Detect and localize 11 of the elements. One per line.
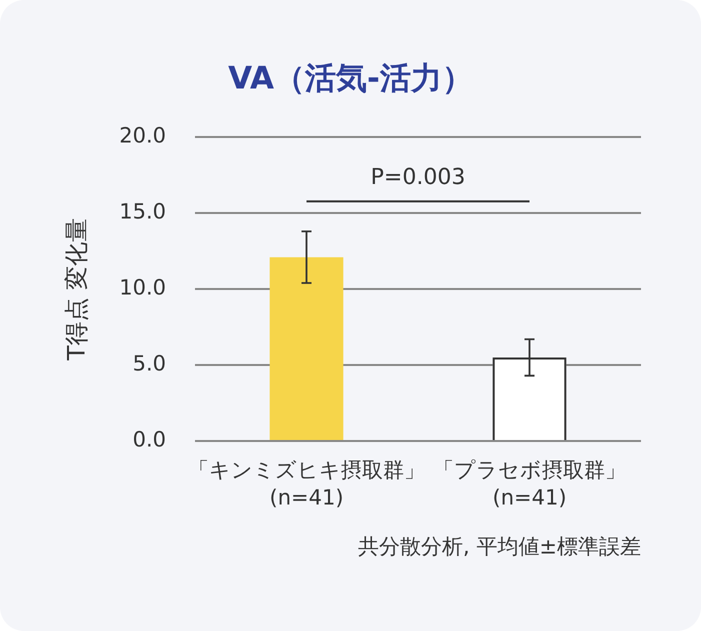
x-tick-label: 「プラセボ摂取群」 (n=41) [433, 458, 626, 510]
y-axis-title: T得点 変化量 [62, 218, 91, 362]
y-tick-label: 0.0 [132, 427, 166, 452]
y-tick-label: 15.0 [119, 200, 166, 224]
annotation: P=0.003 [370, 165, 466, 190]
chart-title: VA（活気-活力） [228, 60, 473, 97]
text: 共分散分析, 平均値±標準誤差 [358, 534, 641, 558]
y-tick-label: 20.0 [119, 124, 166, 148]
y-tick-label: 5.0 [132, 352, 166, 376]
x-tick-label: 「キンミズヒキ摂取群」 (n=41) [188, 458, 425, 510]
y-tick-label: 10.0 [119, 276, 166, 300]
